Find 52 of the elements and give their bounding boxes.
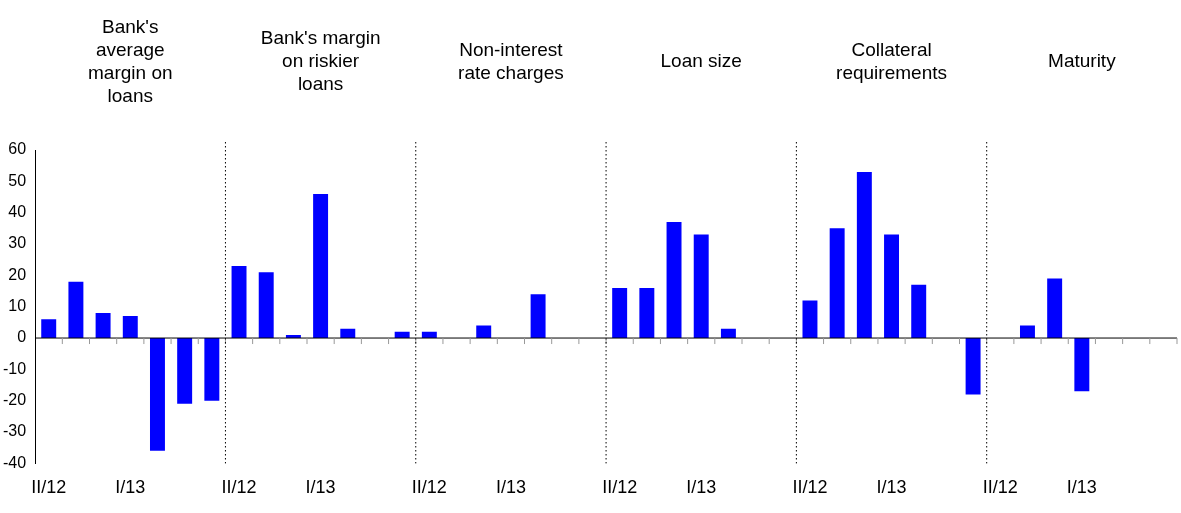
x-tick-label: II/12 <box>411 477 447 498</box>
bar <box>639 287 655 339</box>
bar <box>884 234 900 339</box>
y-tick-label: -30 <box>3 422 27 440</box>
bar <box>68 281 84 339</box>
x-tick-label: II/12 <box>31 477 67 498</box>
bar <box>1047 278 1063 339</box>
x-tick-label: I/13 <box>495 477 526 498</box>
bar <box>149 338 165 451</box>
x-tick-label: II/12 <box>602 477 638 498</box>
x-tick-label: I/13 <box>876 477 907 498</box>
bar <box>95 312 111 339</box>
y-tick-label: 20 <box>8 265 27 283</box>
y-tick-label: 10 <box>8 297 27 315</box>
text: Non-interest rate charges <box>458 38 564 83</box>
x-tick-label: I/13 <box>305 477 336 498</box>
bar <box>204 338 220 401</box>
text: Loan size <box>660 50 742 72</box>
text: Collateral requirements <box>836 38 947 83</box>
bar <box>231 265 247 339</box>
x-tick-label: I/13 <box>686 477 717 498</box>
bar <box>666 222 682 339</box>
text: Bank's margin on riskier loans <box>260 27 381 95</box>
y-tick-label: 0 <box>17 328 27 346</box>
y-tick-label: 60 <box>8 140 27 158</box>
bar <box>965 338 981 395</box>
text: Bank's average margin on loans <box>88 15 173 106</box>
bar <box>313 193 329 339</box>
bar <box>258 272 274 339</box>
y-tick-label: 30 <box>8 234 27 252</box>
bar <box>177 338 193 404</box>
y-tick-label: -40 <box>3 453 27 471</box>
bar <box>693 234 709 339</box>
text: Maturity <box>1048 50 1117 72</box>
bar <box>1074 338 1090 392</box>
x-tick-label: II/12 <box>221 477 257 498</box>
bar <box>530 294 546 339</box>
x-tick-label: II/12 <box>982 477 1018 498</box>
bar <box>122 316 138 339</box>
bar <box>911 284 927 339</box>
y-tick-label: -20 <box>3 391 27 409</box>
x-tick-label: II/12 <box>792 477 828 498</box>
y-tick-label: 40 <box>8 203 27 221</box>
bar <box>41 319 57 339</box>
bar <box>829 228 845 339</box>
y-tick-label: -10 <box>3 359 27 377</box>
bar <box>856 171 872 339</box>
x-tick-label: I/13 <box>1066 477 1097 498</box>
y-tick-label: 50 <box>8 171 27 189</box>
bar <box>612 287 628 339</box>
bar <box>802 300 818 339</box>
x-tick-label: I/13 <box>115 477 146 498</box>
